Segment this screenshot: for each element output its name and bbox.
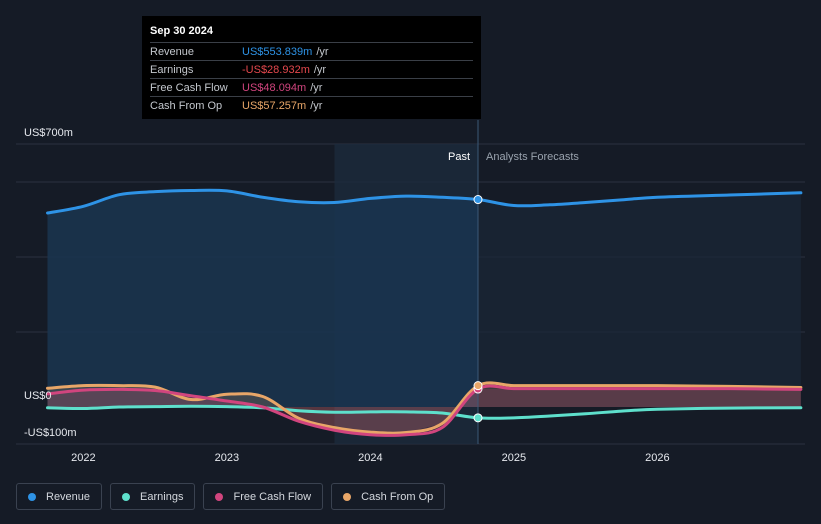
legend-item-cash-from-op[interactable]: Cash From Op: [331, 483, 446, 510]
legend-label: Cash From Op: [361, 490, 434, 503]
cash-from-op-line: [46, 381, 803, 435]
legend-label: Free Cash Flow: [233, 490, 312, 503]
x-tick-label: 2023: [215, 452, 239, 464]
revenue-area: [47, 190, 478, 407]
tooltip-row: Revenue US$553.839m/yr: [150, 42, 473, 60]
free-cash-flow-line: [46, 384, 803, 437]
tooltip-date: Sep 30 2024: [150, 25, 213, 37]
tooltip-label: Earnings: [150, 63, 194, 76]
hover-tooltip: Sep 30 2024 Revenue US$553.839m/yr Earning…: [142, 16, 481, 119]
axis-labels: US$700m US$0 -US$100m 2022 2023 2024 2025 2026 P…: [24, 127, 670, 464]
tooltip-value: US$48.094m: [242, 81, 307, 94]
tooltip-value: US$57.257m: [242, 99, 307, 112]
past-label: Past: [448, 151, 470, 163]
earnings-dot-icon: [122, 492, 131, 501]
series-lines: [46, 188, 803, 437]
legend-item-earnings[interactable]: Earnings: [110, 483, 196, 510]
past-shade: [47, 120, 801, 444]
y-tick-label: US$0: [24, 390, 52, 402]
tooltip-rows: Revenue US$553.839m/yr Earnings -US$28.932m…: [150, 42, 473, 114]
tooltip-unit: /yr: [310, 99, 323, 112]
tooltip-unit: /yr: [310, 81, 323, 94]
legend-label: Revenue: [46, 490, 91, 503]
tooltip-label: Revenue: [150, 45, 195, 58]
tooltip-unit: /yr: [316, 45, 329, 58]
x-tick-label: 2022: [71, 452, 95, 464]
tooltip-label: Free Cash Flow: [150, 81, 228, 94]
x-tick-label: 2025: [502, 452, 526, 464]
tooltip-row: Free Cash Flow US$48.094m/yr: [150, 78, 473, 96]
earnings-marker: [473, 413, 483, 423]
y-tick-label: -US$100m: [24, 427, 77, 439]
x-tick-label: 2024: [358, 452, 382, 464]
free-cash-flow-dot-icon: [215, 492, 224, 501]
tooltip-row: Earnings -US$28.932m/yr: [150, 60, 473, 78]
cash-from-op-dot-icon: [343, 492, 352, 501]
earnings-line: [46, 404, 803, 420]
tooltip-label: Cash From Op: [150, 99, 223, 112]
tooltip-value: -US$28.932m: [242, 63, 310, 76]
chart-legend: Revenue Earnings Free Cash Flow Cash From O…: [16, 483, 446, 510]
cash-from-op-marker: [473, 381, 483, 391]
y-tick-label: US$700m: [24, 127, 73, 139]
x-tick-label: 2026: [645, 452, 669, 464]
legend-item-revenue[interactable]: Revenue: [16, 483, 103, 510]
legend-label: Earnings: [140, 490, 184, 503]
legend-item-free-cash-flow[interactable]: Free Cash Flow: [203, 483, 324, 510]
chart-canvas: US$700m US$0 -US$100m 2022 2023 2024 2025 2026 P…: [16, 120, 805, 464]
tooltip-row: Cash From Op US$57.257m/yr: [150, 96, 473, 114]
tooltip-unit: /yr: [313, 63, 327, 76]
revenue-forecast-area: [478, 192, 801, 407]
revenue-marker: [473, 195, 483, 205]
revenue-dot-icon: [28, 492, 36, 501]
cash-from-op-area: [47, 385, 801, 433]
forecast-label: Analysts Forecasts: [486, 151, 579, 163]
revenue-line: [46, 188, 803, 215]
tooltip-value: US$553.839m: [242, 45, 313, 58]
